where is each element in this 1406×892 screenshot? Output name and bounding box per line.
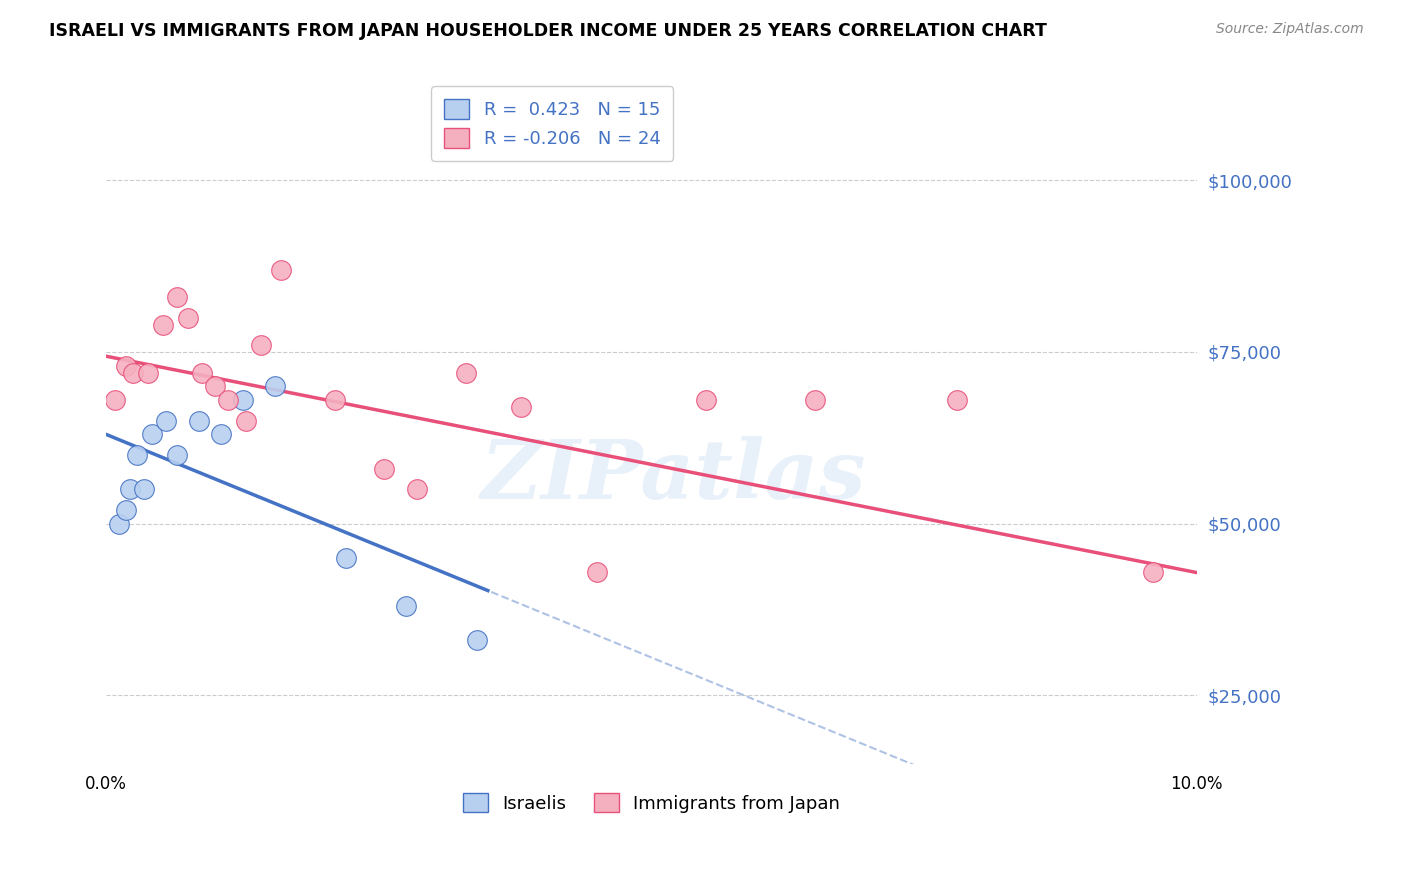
Point (454, 366, 477, 380)
Point (231, 392, 253, 407)
Point (630, 791, 652, 805)
Point (373, 461, 395, 475)
Text: ISRAELI VS IMMIGRANTS FROM JAPAN HOUSEHOLDER INCOME UNDER 25 YEARS CORRELATION C: ISRAELI VS IMMIGRANTS FROM JAPAN HOUSEHO… (49, 22, 1047, 40)
Point (141, 427, 163, 442)
Point (120, 483, 142, 497)
Point (187, 414, 209, 428)
Legend: Israelis, Immigrants from Japan: Israelis, Immigrants from Japan (451, 782, 851, 823)
Point (166, 448, 188, 462)
Point (1142, 565, 1164, 579)
Point (177, 310, 200, 325)
Point (695, 392, 717, 407)
Point (108, 516, 131, 531)
Point (152, 318, 174, 332)
Point (270, 262, 292, 277)
Point (204, 379, 226, 393)
Point (125, 448, 148, 462)
Point (586, 565, 609, 579)
Text: Source: ZipAtlas.com: Source: ZipAtlas.com (1216, 22, 1364, 37)
Point (155, 414, 177, 428)
Point (104, 392, 127, 407)
Point (115, 503, 138, 517)
Point (945, 392, 967, 407)
Point (395, 599, 418, 613)
Point (136, 366, 159, 380)
Point (217, 392, 239, 407)
Point (235, 414, 257, 428)
Point (134, 483, 156, 497)
Text: ZIPatlas: ZIPatlas (481, 435, 866, 516)
Point (406, 483, 429, 497)
Point (166, 290, 188, 304)
Point (209, 427, 232, 442)
Point (465, 633, 488, 648)
Point (264, 379, 287, 393)
Point (191, 366, 214, 380)
Point (115, 359, 138, 373)
Point (250, 338, 273, 352)
Point (335, 550, 357, 565)
Point (122, 366, 145, 380)
Point (509, 400, 531, 414)
Point (804, 392, 827, 407)
Point (323, 392, 346, 407)
